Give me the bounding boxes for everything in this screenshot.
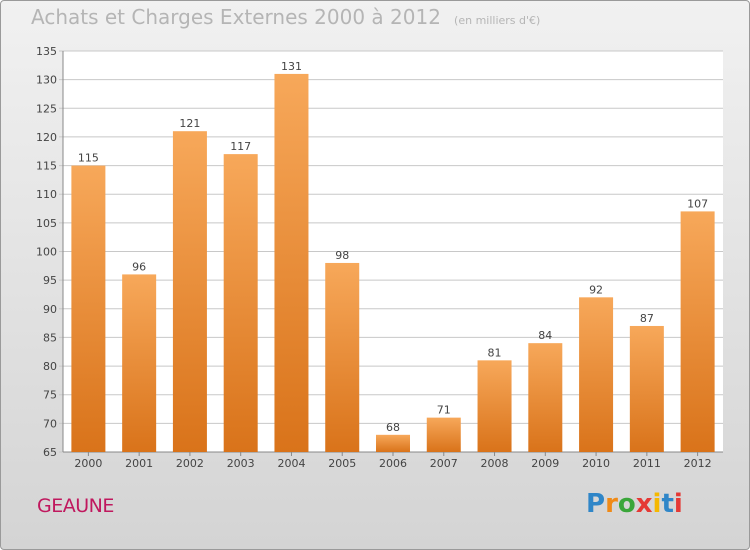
data-label: 81 (488, 346, 502, 359)
chart-subtitle: (en milliers d'€) (454, 14, 541, 27)
data-label: 92 (589, 283, 603, 296)
y-tick-label: 130 (36, 74, 57, 87)
bar (325, 262, 360, 452)
bar (223, 154, 258, 452)
data-label: 71 (437, 404, 451, 417)
x-tick-label: 2012 (684, 457, 712, 470)
y-tick-label: 85 (43, 331, 57, 344)
y-tick-label: 110 (36, 188, 57, 201)
x-tick-label: 2002 (176, 457, 204, 470)
bar (172, 131, 207, 452)
y-tick-label: 80 (43, 360, 57, 373)
bar (528, 343, 563, 452)
y-tick-label: 65 (43, 446, 57, 459)
x-tick-label: 2003 (227, 457, 255, 470)
data-label: 107 (687, 197, 708, 210)
y-tick-label: 70 (43, 417, 57, 430)
y-tick-label: 115 (36, 160, 57, 173)
bar (579, 297, 614, 452)
y-tick-label: 90 (43, 303, 57, 316)
bar (680, 211, 715, 452)
data-label: 96 (132, 260, 146, 273)
x-tick-label: 2007 (430, 457, 458, 470)
y-tick-label: 75 (43, 389, 57, 402)
data-label: 68 (386, 421, 400, 434)
x-tick-label: 2001 (125, 457, 153, 470)
bar (376, 434, 410, 452)
data-label: 84 (538, 329, 552, 342)
data-label: 121 (179, 117, 200, 130)
data-label: 115 (78, 152, 99, 165)
y-tick-label: 135 (36, 45, 57, 58)
y-tick-label: 125 (36, 102, 57, 115)
data-label: 131 (281, 60, 302, 73)
x-tick-label: 2011 (633, 457, 661, 470)
data-label: 98 (335, 249, 349, 262)
bar (629, 325, 664, 452)
proxiti-logo: Proxiti (586, 489, 683, 519)
data-label: 117 (230, 140, 251, 153)
y-tick-label: 95 (43, 274, 57, 287)
x-tick-label: 2004 (277, 457, 305, 470)
chart-title: Achats et Charges Externes 2000 à 2012 (31, 5, 441, 29)
location-label: GEAUNE (37, 495, 114, 517)
title-row: Achats et Charges Externes 2000 à 2012 (… (31, 5, 540, 29)
bar (274, 73, 309, 453)
x-tick-label: 2005 (328, 457, 356, 470)
x-tick-label: 2008 (481, 457, 509, 470)
x-tick-label: 2009 (531, 457, 559, 470)
bar (477, 360, 512, 452)
bar (122, 274, 157, 452)
y-tick-label: 120 (36, 131, 57, 144)
y-tick-label: 100 (36, 246, 57, 259)
data-label: 87 (640, 312, 654, 325)
x-tick-label: 2006 (379, 457, 407, 470)
y-tick-label: 105 (36, 217, 57, 230)
bar (71, 165, 106, 453)
x-tick-label: 2010 (582, 457, 610, 470)
x-tick-label: 2000 (74, 457, 102, 470)
bar (426, 417, 461, 452)
